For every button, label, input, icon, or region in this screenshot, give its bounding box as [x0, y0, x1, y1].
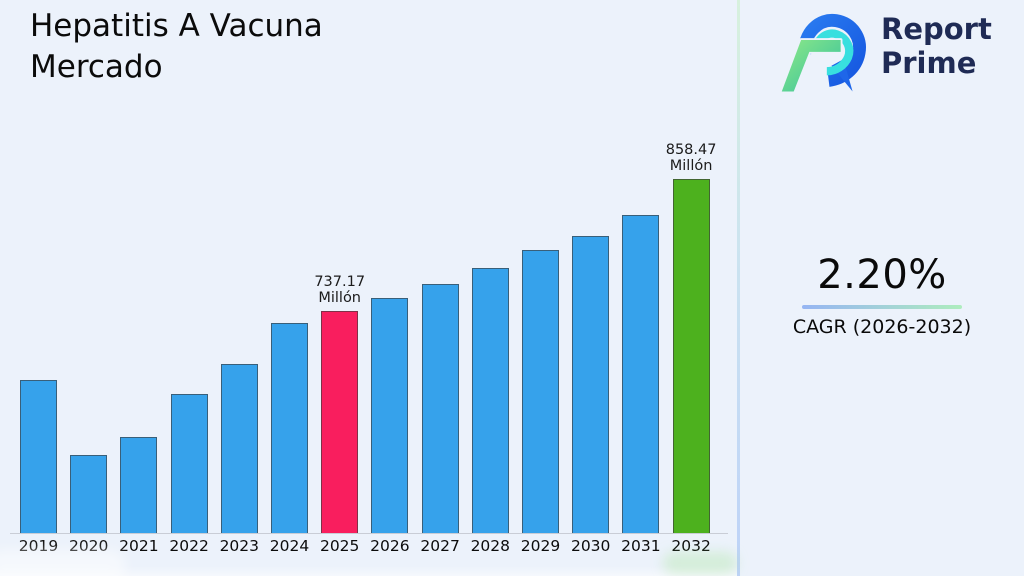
cagr-block: 2.20% CAGR (2026-2032): [740, 252, 1024, 338]
x-tick-2029: 2029: [520, 537, 561, 555]
brand-name-line1: Report: [881, 12, 992, 46]
brand-name: Report Prime: [881, 6, 992, 96]
x-tick-2032: 2032: [671, 537, 711, 555]
bar-2025: [321, 310, 359, 534]
bar-2026: [371, 297, 409, 534]
x-tick-2026: 2026: [370, 537, 410, 555]
bar-2032: [672, 179, 710, 534]
bar-2019: [20, 380, 57, 534]
market-bar-chart: 2019 2020 2021 2022 2023 2024 2025 737.17 Milló…: [18, 141, 717, 555]
bar-2030: [572, 235, 610, 534]
x-axis-line: [10, 533, 728, 534]
x-tick-2023: 2023: [219, 537, 260, 555]
x-tick-2020: 2020: [68, 537, 109, 555]
bar-2028: [471, 267, 509, 534]
x-tick-2028: 2028: [470, 537, 511, 555]
bar-2027: [421, 283, 459, 534]
report-prime-logo-icon: [779, 13, 866, 94]
cagr-underline: [802, 305, 962, 309]
cagr-caption: CAGR (2026-2032): [792, 316, 972, 338]
bar-2024: [271, 322, 308, 534]
bar-2029: [522, 250, 559, 534]
data-label-2032: 858.47 Millón: [665, 141, 717, 175]
bar-2020: [70, 455, 108, 534]
brand-name-line2: Prime: [881, 46, 977, 80]
x-tick-2019: 2019: [18, 537, 59, 555]
x-tick-2027: 2027: [420, 537, 460, 555]
x-tick-2025: 2025: [319, 537, 360, 555]
page-title: Hepatitis A Vacuna Mercado: [30, 8, 323, 85]
bar-2021: [120, 437, 158, 534]
x-tick-2031: 2031: [621, 537, 661, 555]
panel-divider: [737, 0, 740, 576]
bar-2031: [622, 215, 660, 534]
brand-logo: Report Prime: [779, 6, 992, 96]
bar-2023: [220, 364, 258, 534]
x-tick-2021: 2021: [119, 537, 159, 555]
x-tick-2022: 2022: [169, 537, 209, 555]
x-tick-2030: 2030: [570, 537, 611, 555]
bar-2022: [170, 393, 208, 534]
x-tick-2024: 2024: [269, 537, 310, 555]
cagr-value: 2.20%: [817, 252, 947, 298]
data-label-2025: 737.17 Millón: [314, 273, 366, 307]
